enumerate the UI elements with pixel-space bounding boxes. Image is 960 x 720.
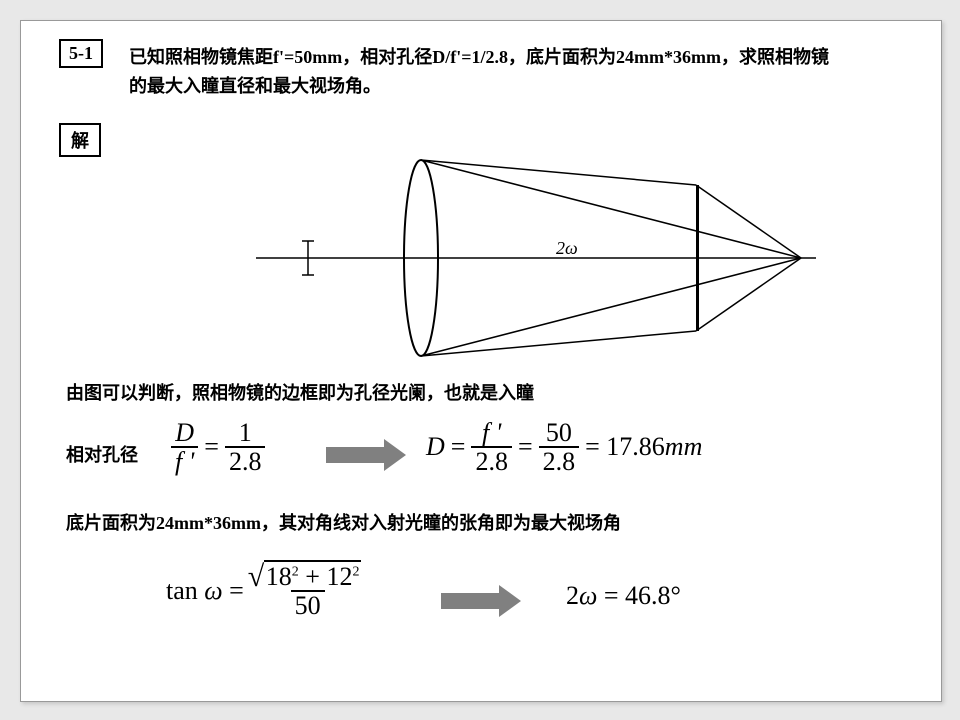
slide-page: 5-1 已知照相物镜焦距f'=50mm，相对孔径D/f'=1/2.8，底片面积为… <box>20 20 942 702</box>
tan-denominator: 50 <box>291 590 325 619</box>
tan-lhs: tan ω = <box>166 576 244 606</box>
eq1-equals: = <box>204 432 219 462</box>
equation-row: 相对孔径 D f ' = 1 2.8 D = f ' 2.8 = 50 <box>66 419 886 489</box>
optics-diagram: 2ω <box>256 151 816 366</box>
eq2-tail: = 17.86mm <box>585 432 702 462</box>
relative-aperture-label: 相对孔径 <box>66 441 138 467</box>
problem-number-box: 5-1 <box>59 39 103 68</box>
eq1-den1: f ' <box>171 446 198 475</box>
tangent-equation: tan ω = √ 182 + 122 50 <box>166 563 365 620</box>
eq2-num1: f ' <box>478 419 505 446</box>
eq1-num2: 1 <box>235 419 256 446</box>
solution-label: 解 <box>71 131 89 151</box>
explanation-text-2: 底片面积为24mm*36mm，其对角线对入射光瞳的张角即为最大视场角 <box>66 509 621 535</box>
tan-numerator: √ 182 + 122 <box>250 563 366 590</box>
eq2-mid: = <box>518 432 533 462</box>
eq2-den2: 2.8 <box>539 446 580 475</box>
eq1-den2: 2.8 <box>225 446 266 475</box>
result-equation: 2ω = 46.8° <box>566 581 681 611</box>
eq2-lead: D <box>426 432 445 462</box>
problem-statement: 已知照相物镜焦距f'=50mm，相对孔径D/f'=1/2.8，底片面积为24mm… <box>129 43 829 101</box>
eq1-num1: D <box>171 419 198 446</box>
arrow-icon <box>326 437 406 473</box>
explanation-text-1: 由图可以判断，照相物镜的边框即为孔径光阑，也就是入瞳 <box>66 379 534 405</box>
solution-label-box: 解 <box>59 123 101 157</box>
arrow-icon-2 <box>441 583 521 619</box>
eq2-num2: 50 <box>542 419 576 446</box>
problem-text: 已知照相物镜焦距f'=50mm，相对孔径D/f'=1/2.8，底片面积为24mm… <box>129 47 829 96</box>
problem-number: 5-1 <box>69 43 93 63</box>
angle-label: 2ω <box>556 238 578 258</box>
equation-2: D = f ' 2.8 = 50 2.8 = 17.86mm <box>426 419 702 476</box>
eq2-den1: 2.8 <box>471 446 512 475</box>
equation-1: D f ' = 1 2.8 <box>171 419 265 476</box>
